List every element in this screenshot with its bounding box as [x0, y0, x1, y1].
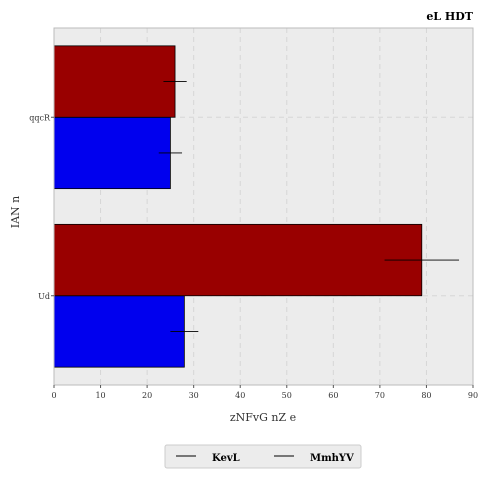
y-tick-label: Ud	[38, 292, 50, 301]
legend: KevL MmhYV	[164, 444, 362, 469]
x-tick-label: 50	[282, 391, 292, 400]
x-tick-label: 70	[375, 391, 385, 400]
bar	[53, 45, 176, 118]
x-tick-label: 40	[235, 391, 245, 400]
x-tick-label: 0	[51, 391, 56, 400]
x-tick-label: 20	[142, 391, 152, 400]
bar	[53, 116, 171, 190]
legend-label-mmhyv: MmhYV	[310, 453, 354, 464]
y-axis-label: IAN n	[9, 196, 22, 229]
axis-ticks: 0 10 20 30 40 50 60 70 80 90 Ud qqcR	[29, 113, 478, 400]
x-tick-label: 80	[421, 391, 431, 400]
error-bars	[158, 81, 460, 332]
x-tick-label: 10	[95, 391, 105, 400]
x-tick-label: 30	[189, 391, 199, 400]
bar	[53, 223, 423, 297]
legend-label-kevl: KevL	[212, 453, 240, 464]
bar	[53, 295, 185, 368]
x-tick-label: 90	[468, 391, 478, 400]
chart-title: eL HDT	[426, 10, 473, 23]
legend-box	[164, 444, 362, 469]
x-tick-label: 60	[328, 391, 338, 400]
plot-frame	[53, 27, 474, 386]
x-axis-label: zNFvG nZ e	[230, 411, 296, 424]
y-tick-label: qqcR	[29, 113, 51, 122]
